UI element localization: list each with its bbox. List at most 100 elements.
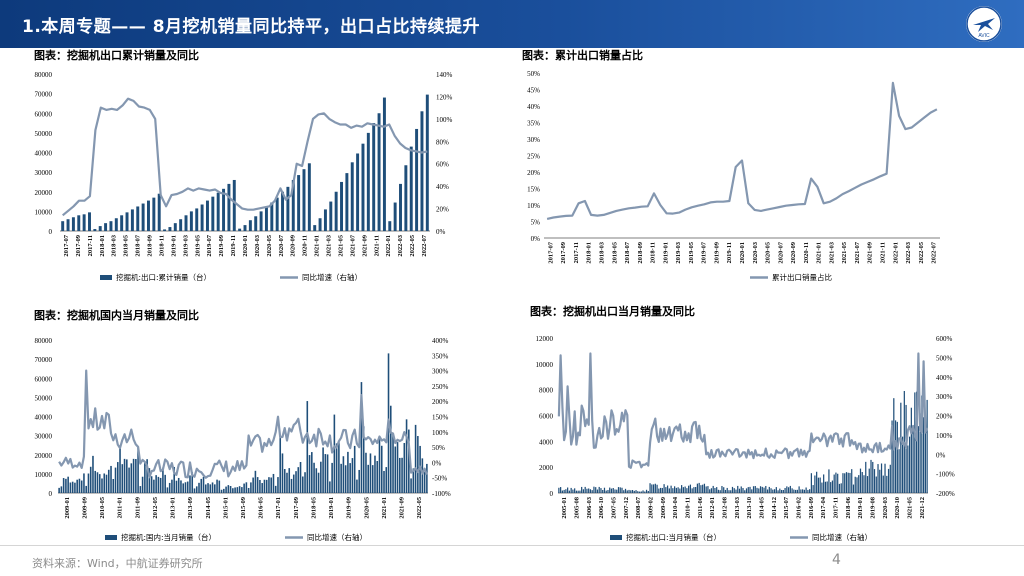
c1-bar [302, 169, 306, 231]
c3-bar [261, 483, 263, 493]
c2-xtick-tick: 2020-09 [790, 241, 797, 263]
c3-bar [193, 488, 196, 493]
c1-bar [356, 153, 360, 231]
c4-bar [865, 461, 867, 493]
c1-line [62, 97, 428, 217]
c3-bar [290, 478, 293, 493]
c4-bar [721, 485, 723, 493]
c1-xtick-tick: 2017-11 [87, 235, 94, 256]
c3-bar [175, 480, 178, 493]
c3-xtick-tick: 2015-09 [240, 496, 247, 518]
c4-xtick-tick: 2005-08 [574, 496, 581, 518]
c3-bar [117, 462, 119, 493]
c4-bar [703, 483, 706, 493]
c4-yright-tick: -100% [936, 471, 955, 479]
c4-bar [758, 488, 760, 493]
c4-bar [659, 487, 662, 493]
c4-bar [791, 488, 793, 493]
c4-bar [674, 486, 676, 493]
c3-bar [351, 458, 354, 493]
chart2-title: 图表：累计出口销量占比 [522, 49, 643, 62]
c4-bar [668, 488, 670, 493]
c4-yleft-tick: 6000 [539, 413, 554, 421]
c3-bar [353, 445, 356, 493]
c3-bar [338, 442, 340, 493]
c1-bar [77, 215, 81, 231]
c3-bar [417, 436, 419, 493]
c3-bar [132, 458, 135, 493]
c1-bar [286, 186, 290, 231]
c2-y-tick: 0% [531, 235, 541, 243]
c4-bar [754, 486, 756, 493]
c1-xtick-tick: 2020-01 [242, 235, 249, 257]
chart3-title: 图表：挖掘机国内当月销量及同比 [34, 309, 199, 322]
c4-bar [684, 486, 686, 493]
c3-xtick-tick: 2022-05 [416, 496, 423, 518]
c4-bar [900, 402, 902, 493]
c1-bar [93, 229, 97, 231]
c4-bar [638, 491, 641, 493]
c4-xtick-tick: 2020-03 [882, 496, 889, 518]
c4-xtick-tick: 2011-06 [697, 496, 704, 518]
c1-bar [136, 206, 140, 231]
c3-xtick-tick: 2020-05 [363, 496, 370, 518]
c3-bar [166, 487, 169, 493]
c1-bar [366, 132, 370, 232]
c1-bar [130, 209, 134, 231]
c4-bar [709, 489, 711, 493]
c3-bar [144, 462, 146, 493]
c3-bar [268, 477, 270, 493]
c4-bar [744, 490, 746, 493]
c4-bar [838, 483, 841, 493]
c1-bar [71, 217, 75, 231]
c4-bar [609, 487, 611, 493]
c4-bar [887, 468, 890, 493]
c1-bar [61, 221, 65, 231]
c1-bar [345, 173, 349, 231]
c1-bar [399, 183, 402, 231]
c1-bar [275, 197, 279, 231]
c4-bar [686, 488, 688, 493]
c1-bar [270, 202, 274, 231]
c1-xtick-tick: 2022-07 [421, 234, 428, 256]
c4-bar [924, 421, 926, 493]
c3-bar [286, 472, 288, 493]
c1-bar [361, 143, 365, 231]
c4-bar [700, 485, 702, 493]
c1-bar [334, 191, 338, 231]
c4-bar [610, 488, 613, 493]
c3-bar [204, 484, 207, 493]
c4-bar [877, 464, 879, 493]
c3-xtick-tick: 2010-05 [99, 496, 106, 518]
c4-bar [926, 399, 928, 493]
c1-xtick-tick: 2021-09 [361, 234, 368, 256]
c1-bar [372, 123, 376, 231]
legend-label: 同比增速（右轴） [302, 272, 362, 282]
c4-bar [630, 490, 632, 493]
c4-bar [917, 426, 919, 493]
c4-bar [581, 486, 583, 493]
c4-bar [756, 487, 758, 493]
c4-bar [588, 488, 590, 493]
c4-bar [782, 490, 784, 493]
c3-bar [209, 484, 212, 493]
c3-bar [356, 479, 358, 493]
c3-yright-tick: -50% [432, 475, 447, 483]
c3-yright-tick: 200% [432, 398, 449, 406]
legend-swatch-bar [610, 535, 622, 540]
c3-bar [207, 483, 209, 493]
c3-bar [171, 479, 173, 493]
c4-bar [861, 472, 863, 493]
c4-bar [789, 485, 791, 493]
c1-bar [420, 111, 424, 231]
c4-bar [784, 487, 786, 493]
c2-xtick-tick: 2020-07 [777, 241, 784, 263]
c4-bar [826, 481, 828, 493]
c4-bar [875, 476, 877, 493]
c3-bar [71, 481, 74, 493]
c4-bar [830, 482, 832, 493]
c3-bar [272, 473, 275, 493]
legend-label: 同比增速（右轴） [812, 532, 872, 542]
c4-bar [894, 420, 897, 493]
c3-xtick-tick: 2017-09 [293, 496, 300, 518]
